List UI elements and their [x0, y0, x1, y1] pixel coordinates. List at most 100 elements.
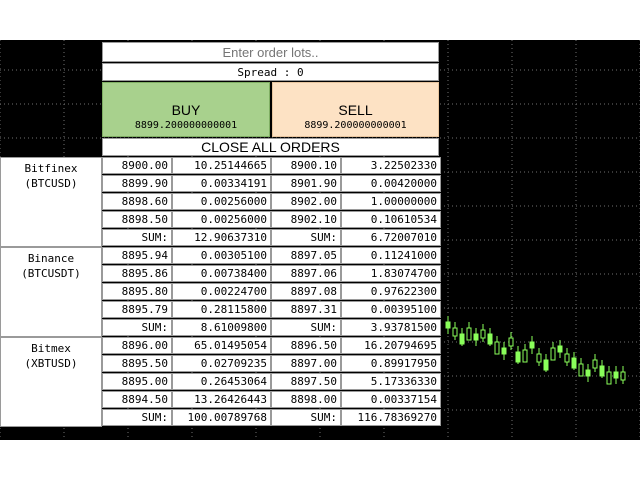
candle-body — [620, 371, 626, 381]
sum-label: SUM: — [102, 319, 172, 336]
candle-body — [571, 357, 577, 369]
ask-volume: 0.11241000 — [341, 247, 441, 264]
bid-price: 8895.86 — [102, 265, 172, 282]
sum-bid-volume: 100.00789768 — [172, 409, 271, 426]
bid-volume: 65.01495054 — [172, 337, 271, 354]
bid-price: 8900.00 — [102, 157, 172, 174]
ask-price: 8897.31 — [271, 301, 341, 318]
exchange-name: Bitfinex — [24, 162, 78, 175]
candle-body — [529, 341, 535, 349]
sell-price: 8899.200000000001 — [304, 120, 407, 131]
sell-label: SELL — [338, 102, 373, 118]
spread-display: Spread : 0 — [102, 63, 439, 81]
exchange-name: Bitmex — [31, 342, 71, 355]
ask-volume: 3.22502330 — [341, 157, 441, 174]
ask-volume: 0.10610534 — [341, 211, 441, 228]
candle-body — [473, 333, 479, 341]
sum-ask-volume: 6.72007010 — [341, 229, 441, 246]
ask-volume: 0.00395100 — [341, 301, 441, 318]
bid-volume: 0.02709235 — [172, 355, 271, 372]
sell-button[interactable]: SELL 8899.200000000001 — [272, 82, 439, 137]
exchange-label-bitfinex: Bitfinex (BTCUSD) — [0, 157, 102, 247]
bid-price: 8896.00 — [102, 337, 172, 354]
ask-volume: 16.20794695 — [341, 337, 441, 354]
sum-ask-volume: 116.78369270 — [341, 409, 441, 426]
bid-price: 8895.94 — [102, 247, 172, 264]
bid-volume: 0.00224700 — [172, 283, 271, 300]
sum-label: SUM: — [102, 409, 172, 426]
bid-price: 8898.50 — [102, 211, 172, 228]
bid-volume: 10.25144665 — [172, 157, 271, 174]
buy-label: BUY — [171, 102, 201, 118]
candle-body — [522, 349, 528, 363]
ask-price: 8900.10 — [271, 157, 341, 174]
exchange-name: Binance — [27, 252, 75, 265]
bid-price: 8895.00 — [102, 373, 172, 390]
exchange-label-binance: Binance (BTCUSDT) — [0, 247, 102, 337]
candle-body — [536, 353, 542, 363]
sum-ask-volume: 3.93781500 — [341, 319, 441, 336]
candle-body — [613, 371, 619, 379]
bid-price: 8895.80 — [102, 283, 172, 300]
ask-price: 8902.00 — [271, 193, 341, 210]
bid-price: 8895.79 — [102, 301, 172, 318]
candle-body — [508, 337, 514, 347]
candle-body — [515, 351, 521, 363]
bid-volume: 0.28115800 — [172, 301, 271, 318]
candle-body — [480, 329, 486, 339]
ask-volume: 5.17336330 — [341, 373, 441, 390]
exchange-symbol: (XBTUSD) — [24, 357, 78, 370]
sum-bid-volume: 12.90637310 — [172, 229, 271, 246]
candle-body — [501, 347, 507, 355]
ask-price: 8897.06 — [271, 265, 341, 282]
sum-label: SUM: — [271, 409, 341, 426]
candle-body — [445, 321, 451, 329]
bid-price: 8899.90 — [102, 175, 172, 192]
exchange-symbol: (BTCUSD) — [24, 177, 78, 190]
ask-volume: 0.97622300 — [341, 283, 441, 300]
candle-body — [585, 369, 591, 377]
exchange-symbol: (BTCUSDT) — [21, 267, 81, 280]
ask-price: 8896.50 — [271, 337, 341, 354]
candle-body — [452, 327, 458, 337]
ask-volume: 0.89917950 — [341, 355, 441, 372]
ask-volume: 1.83074700 — [341, 265, 441, 282]
candle-body — [592, 359, 598, 369]
bid-volume: 13.26426443 — [172, 391, 271, 408]
sum-label: SUM: — [102, 229, 172, 246]
sum-bid-volume: 8.61009800 — [172, 319, 271, 336]
ask-price: 8897.00 — [271, 355, 341, 372]
bid-volume: 0.00738400 — [172, 265, 271, 282]
ask-price: 8897.05 — [271, 247, 341, 264]
bid-volume: 0.00256000 — [172, 193, 271, 210]
order-lots-input[interactable] — [102, 42, 439, 62]
buy-button[interactable]: BUY 8899.200000000001 — [102, 82, 270, 137]
candle-body — [606, 371, 612, 385]
ask-volume: 0.00337154 — [341, 391, 441, 408]
ask-price: 8902.10 — [271, 211, 341, 228]
candle-body — [557, 345, 563, 353]
exchange-label-bitmex: Bitmex (XBTUSD) — [0, 337, 102, 427]
ask-price: 8901.90 — [271, 175, 341, 192]
close-all-orders-button[interactable]: CLOSE ALL ORDERS — [102, 138, 439, 156]
ask-price: 8897.08 — [271, 283, 341, 300]
bid-price: 8895.50 — [102, 355, 172, 372]
ask-price: 8898.00 — [271, 391, 341, 408]
candle-body — [564, 353, 570, 363]
buy-price: 8899.200000000001 — [134, 120, 238, 131]
ask-volume: 0.00420000 — [341, 175, 441, 192]
sum-label: SUM: — [271, 319, 341, 336]
candle-body — [543, 359, 549, 371]
sum-label: SUM: — [271, 229, 341, 246]
bid-price: 8898.60 — [102, 193, 172, 210]
bid-price: 8894.50 — [102, 391, 172, 408]
bid-volume: 0.00256000 — [172, 211, 271, 228]
ask-price: 8897.50 — [271, 373, 341, 390]
candle-body — [466, 327, 472, 341]
candle-body — [494, 341, 500, 355]
candle-body — [487, 333, 493, 345]
candle-body — [550, 347, 556, 361]
candle-body — [599, 365, 605, 377]
bid-volume: 0.00334191 — [172, 175, 271, 192]
candle-body — [459, 333, 465, 345]
